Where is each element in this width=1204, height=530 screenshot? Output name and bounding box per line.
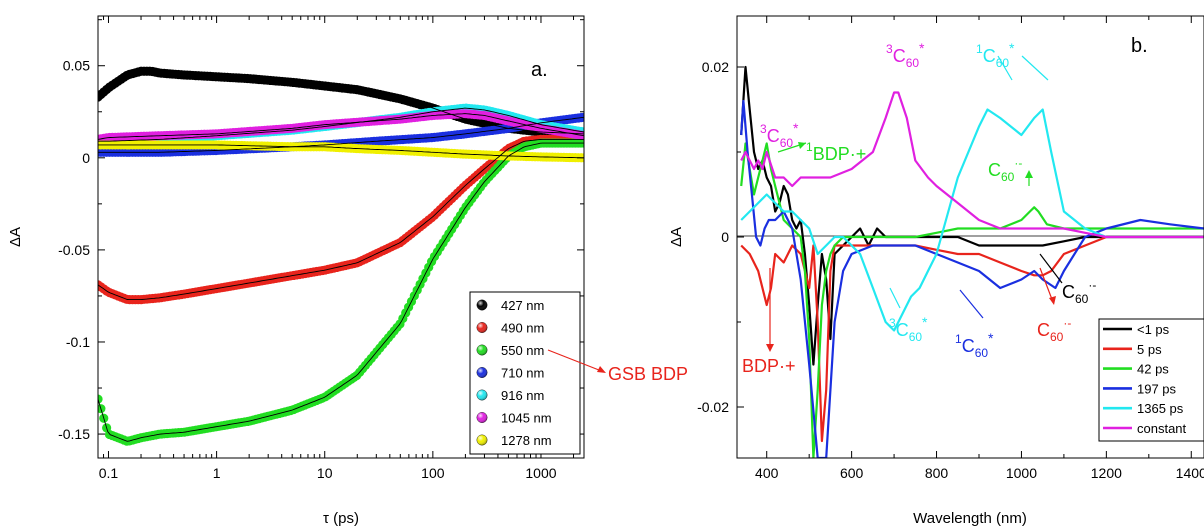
- chart-a-point: [98, 394, 103, 404]
- arrow-c60-singlet-top-2: [1021, 55, 1049, 81]
- chart-a-legend-marker-shade: [476, 434, 488, 446]
- chart-a-legend-marker-shade: [476, 344, 488, 356]
- chart-b-legend-label: 197 ps: [1137, 381, 1177, 396]
- chart-a-fit-710-nm: [98, 116, 584, 153]
- chart-a-legend-label: 490 nm: [501, 321, 544, 336]
- chart-b-annotations: 3C60* 1C60* 3C60* 1BDP·+ C60·- C60·- C60…: [608, 40, 1096, 384]
- chart-b-ytick-label: 0: [721, 229, 729, 245]
- annotation-c60-anion-green: C60·-: [988, 156, 1022, 184]
- annotation-c60-triplet-cyan: 3C60*: [889, 314, 928, 344]
- chart-b-xtick-label: 400: [755, 465, 779, 481]
- chart-b-xtick-label: 800: [925, 465, 949, 481]
- chart-a-xtick-label: 100: [421, 465, 445, 481]
- chart-b-marks: [740, 65, 1204, 458]
- chart-a-ytick-label: -0.05: [58, 242, 90, 258]
- chart-b-series-42-ps: [740, 142, 1204, 458]
- chart-a-fit-490-nm: [98, 138, 584, 301]
- chart-b-xlabel: Wavelength (nm): [913, 510, 1027, 527]
- chart-a-xtick-label: 1000: [525, 465, 556, 481]
- chart-a-legend-marker-shade: [476, 367, 488, 378]
- chart-b-arrowheads: [597, 142, 1056, 373]
- chart-a-legend-label: 427 nm: [501, 298, 544, 313]
- chart-a-fit-427-nm: [98, 70, 584, 135]
- chart-b-series-5-ps: [740, 235, 1204, 443]
- arrowhead-gsb-bdp: [597, 366, 606, 373]
- chart-a-legend-box: [469, 291, 581, 455]
- arrow-gsb-bdp: [547, 349, 605, 373]
- chart-b-legend-label: constant: [1137, 421, 1187, 436]
- chart-b-legend-label: 5 ps: [1137, 342, 1162, 357]
- annotation-bdp-cation-green: 1BDP·+: [806, 140, 866, 164]
- annotation-c60-anion-black: C60·-: [1062, 278, 1096, 306]
- chart-a-legend-label: 550 nm: [501, 343, 544, 358]
- chart-a-xtick-label: 1: [213, 465, 221, 481]
- chart-a-xtick-label: 0.1: [99, 465, 119, 481]
- annotation-bdp-cation-red: BDP·+: [742, 356, 796, 376]
- chart-b-ytick-label: 0.02: [702, 59, 729, 75]
- chart-b-ytick-label: -0.02: [697, 399, 729, 415]
- chart-a-ylabel: ΔA: [7, 227, 24, 247]
- arrowhead-c60-anion-red: [1049, 296, 1056, 305]
- chart-b-xtick-label: 600: [840, 465, 864, 481]
- annotation-gsb-bdp: GSB BDP: [608, 364, 688, 384]
- arrowhead-bdp-cation-red: [766, 344, 774, 352]
- chart-b-ylabel: ΔA: [668, 227, 685, 247]
- chart-a-legend: 427 nm 490 nm 550 nm 710 nm 916 nm 1045 nm 127…: [469, 291, 581, 455]
- chart-a-legend-label: 1278 nm: [501, 433, 552, 448]
- chart-a-legend-marker-shade: [476, 299, 488, 311]
- arrow-c60-anion-red: [1039, 267, 1054, 303]
- chart-b-xtick-label: 1000: [1006, 465, 1037, 481]
- arrowhead-c60-anion-green: [1025, 170, 1033, 178]
- annotation-c60-triplet-top: 3C60*: [886, 40, 925, 70]
- chart-a: 0.1 1 10 100 1000 -0.15 -0.1 -0.05 0 0.05 a. τ (p…: [7, 15, 585, 527]
- chart-b-legend-box: [1098, 318, 1204, 442]
- chart-b-series-197-ps: [740, 99, 1204, 458]
- chart-a-axes: 0.1 1 10 100 1000 -0.15 -0.1 -0.05 0 0.05: [58, 16, 584, 481]
- arrow-c60-anion-black: [1039, 253, 1063, 284]
- chart-a-legend-label: 1045 nm: [501, 411, 552, 426]
- chart-a-ytick-label: 0.05: [63, 58, 90, 74]
- chart-a-xtick-label: 10: [317, 465, 333, 481]
- annotation-c60-singlet-blue: 1C60*: [955, 330, 994, 360]
- chart-a-legend-marker-shade: [476, 412, 488, 423]
- chart-a-legend-label: 710 nm: [501, 366, 544, 381]
- chart-a-ytick-label: -0.1: [66, 334, 90, 350]
- arrow-c60-triplet-cyan: [889, 287, 901, 309]
- chart-a-ytick-label: 0: [82, 150, 90, 166]
- chart-a-fit-916-nm: [98, 107, 584, 142]
- chart-a-xlabel: τ (ps): [323, 510, 359, 527]
- chart-b-axes: 400 600 800 1000 1200 1400 -0.02 0 0.02: [697, 16, 1204, 481]
- chart-a-legend-label: 916 nm: [501, 388, 544, 403]
- chart-b-legend-label: 42 ps: [1137, 362, 1169, 377]
- chart-a-legend-marker-shade: [476, 389, 488, 401]
- arrowhead-bdp-cation-green: [798, 142, 806, 149]
- annotation-c60-singlet-top: 1C60*: [976, 40, 1015, 70]
- chart-a-fit-1045-nm: [98, 113, 584, 140]
- chart-b-xtick-label: 1200: [1091, 465, 1122, 481]
- chart-b-legend-label: <1 ps: [1137, 322, 1170, 337]
- chart-a-legend-marker-shade: [476, 322, 488, 333]
- chart-b-panel-label: b.: [1131, 35, 1148, 57]
- annotation-c60-anion-red: C60·-: [1037, 316, 1071, 344]
- arrow-c60-singlet-top: [997, 55, 1013, 81]
- chart-b-series-constant: [740, 91, 1204, 239]
- chart-a-fit-1278-nm: [98, 144, 584, 159]
- chart-a-ytick-label: -0.15: [58, 426, 90, 442]
- arrow-c60-singlet-blue: [959, 289, 984, 319]
- chart-b: 400 600 800 1000 1200 1400 -0.02 0 0.02 b. Wavel…: [547, 15, 1204, 527]
- chart-b-series-1365-ps: [740, 108, 1204, 332]
- annotation-c60-triplet-left: 3C60*: [760, 120, 799, 150]
- chart-b-xtick-label: 1400: [1176, 465, 1204, 481]
- chart-b-legend-label: 1365 ps: [1137, 401, 1184, 416]
- chart-a-fit-550-nm: [98, 142, 584, 442]
- chart-b-legend: <1 ps 5 ps 42 ps 197 ps 1365 ps constant: [1098, 318, 1204, 442]
- chart-a-panel-label: a.: [531, 59, 548, 81]
- chart-a-frame: [97, 15, 585, 459]
- chart-a-marks: [98, 66, 584, 446]
